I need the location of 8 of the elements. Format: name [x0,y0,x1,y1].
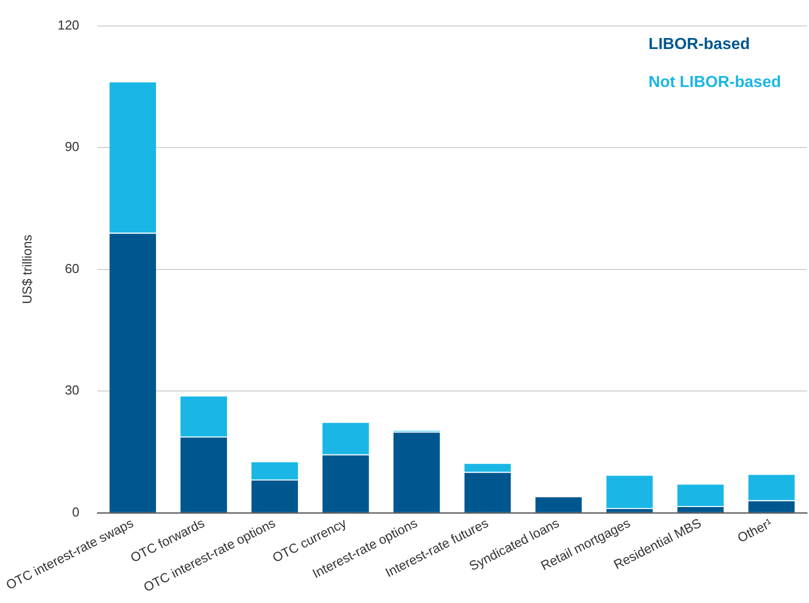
y-tick-label: 0 [72,504,80,520]
y-tick-label: 90 [64,139,80,154]
text: LIBOR-based [648,35,751,55]
y-tick-label: 120 [58,17,80,32]
y-tick-label: 30 [64,382,80,398]
text: Not LIBOR-based [648,73,781,93]
y-tick-label: 60 [64,260,80,276]
y-axis-title: US$ trillions [19,234,34,304]
